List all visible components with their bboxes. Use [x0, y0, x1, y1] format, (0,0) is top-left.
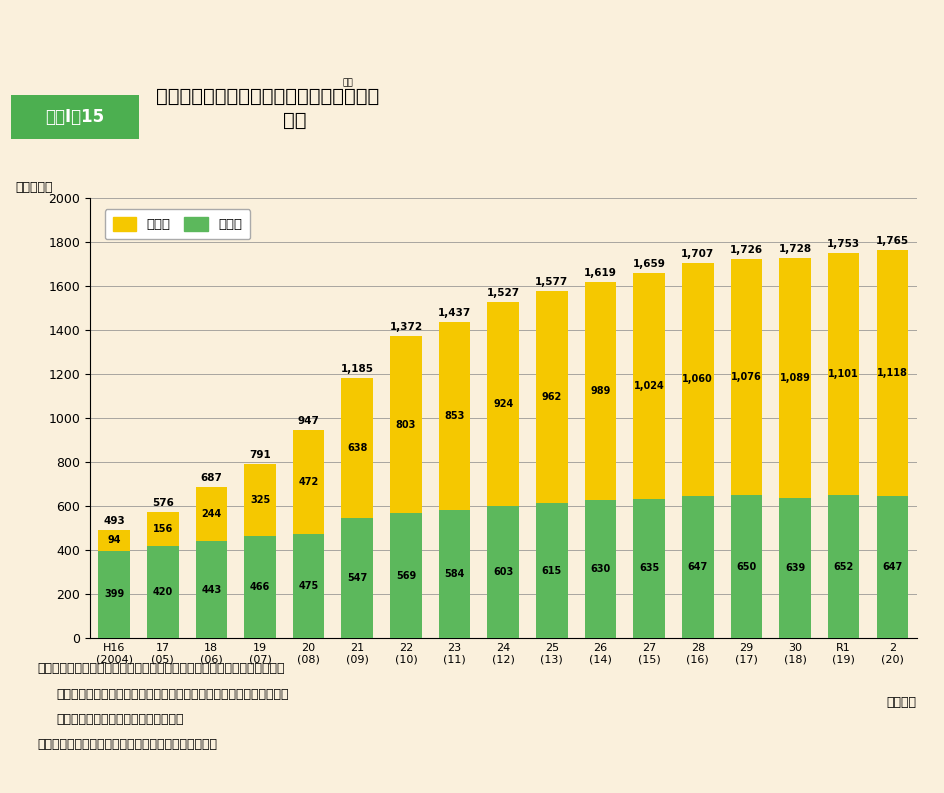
Text: （箇所数）: （箇所数）	[15, 181, 53, 193]
Bar	[682, 496, 713, 638]
Text: 1,728: 1,728	[778, 244, 811, 254]
Text: 1,060: 1,060	[682, 374, 713, 385]
Text: 638: 638	[346, 442, 367, 453]
Text: 472: 472	[298, 477, 318, 487]
Text: 443: 443	[201, 584, 221, 595]
Text: 947: 947	[297, 416, 319, 426]
Text: 630: 630	[590, 564, 610, 574]
Bar	[584, 282, 615, 500]
Bar	[487, 506, 518, 638]
Text: 687: 687	[200, 473, 222, 483]
Text: 1,527: 1,527	[486, 289, 519, 298]
Bar	[487, 302, 518, 506]
Bar	[779, 498, 810, 638]
Text: 420: 420	[152, 587, 173, 597]
Text: （年度）: （年度）	[885, 695, 916, 709]
Text: 箇所数。国有林の数値については、「法人の森林」の契約数及び「社: 箇所数。国有林の数値については、「法人の森林」の契約数及び「社	[57, 688, 289, 700]
Bar	[632, 274, 665, 499]
Text: 475: 475	[298, 581, 318, 591]
Text: 1,101: 1,101	[828, 369, 858, 379]
Text: 1,765: 1,765	[875, 236, 908, 246]
Text: 資料：林野庁森林利用課・経営企画課・業務課調べ。: 資料：林野庁森林利用課・経営企画課・業務課調べ。	[38, 738, 217, 751]
Text: 647: 647	[882, 562, 902, 573]
Bar	[146, 511, 178, 546]
Text: 1,619: 1,619	[583, 268, 616, 278]
Bar	[730, 259, 762, 496]
Text: 1,659: 1,659	[632, 259, 665, 270]
Bar	[293, 534, 324, 638]
Bar	[195, 487, 227, 541]
Bar	[876, 496, 907, 638]
Text: 会貢献の森」制度による協定箇所数。: 会貢献の森」制度による協定箇所数。	[57, 713, 184, 726]
Bar	[98, 550, 129, 638]
Bar	[827, 253, 859, 495]
Text: 244: 244	[201, 509, 221, 519]
Text: 603: 603	[493, 567, 513, 577]
Text: 1,089: 1,089	[779, 373, 810, 383]
Text: 1,707: 1,707	[681, 249, 714, 259]
Text: 647: 647	[687, 562, 707, 573]
Text: 1,118: 1,118	[876, 368, 907, 378]
Bar	[438, 510, 470, 638]
Text: 853: 853	[444, 411, 464, 421]
Text: 156: 156	[152, 523, 173, 534]
Text: 1,185: 1,185	[341, 364, 374, 374]
Text: 1,076: 1,076	[731, 372, 761, 382]
Text: 注：民有林の数値については、企業等が森林づくり活動を行う森林の設定: 注：民有林の数値については、企業等が森林づくり活動を行う森林の設定	[38, 662, 285, 675]
Text: 791: 791	[249, 450, 271, 461]
Text: 399: 399	[104, 589, 124, 600]
Bar	[293, 430, 324, 534]
Text: 1,024: 1,024	[633, 381, 664, 391]
Legend: 民有林, 国有林: 民有林, 国有林	[105, 209, 250, 239]
Bar	[827, 495, 859, 638]
Text: 資料Ⅰ－15: 資料Ⅰ－15	[45, 108, 105, 126]
Text: 325: 325	[249, 495, 270, 505]
Text: 1,726: 1,726	[729, 244, 762, 255]
Bar	[438, 322, 470, 510]
Text: 635: 635	[638, 564, 659, 573]
Bar	[390, 336, 421, 513]
Bar	[730, 496, 762, 638]
Bar	[682, 262, 713, 496]
Text: 94: 94	[108, 535, 121, 546]
Text: 推移: 推移	[283, 111, 307, 130]
Text: 584: 584	[444, 569, 464, 579]
Text: 企業による森林づくり活動の実施箇所数の: 企業による森林づくり活動の実施箇所数の	[156, 87, 379, 106]
Text: 803: 803	[396, 419, 415, 430]
Text: 652: 652	[833, 561, 853, 572]
Bar	[779, 258, 810, 498]
Bar	[244, 464, 276, 536]
Text: 924: 924	[493, 399, 513, 409]
Text: 962: 962	[541, 393, 562, 402]
Text: 1,577: 1,577	[534, 278, 568, 287]
Text: 650: 650	[735, 562, 756, 572]
Bar	[876, 250, 907, 496]
Text: 569: 569	[396, 571, 415, 580]
Text: 615: 615	[541, 565, 562, 576]
Bar	[146, 546, 178, 638]
Bar	[584, 500, 615, 638]
Bar	[535, 291, 567, 503]
Text: 576: 576	[152, 498, 174, 508]
Bar	[341, 518, 373, 638]
Bar	[535, 503, 567, 638]
Bar	[195, 541, 227, 638]
Text: 989: 989	[590, 386, 610, 396]
Bar	[341, 377, 373, 518]
Bar	[390, 513, 421, 638]
Text: 639: 639	[784, 563, 804, 573]
Bar	[632, 499, 665, 638]
Text: 1,437: 1,437	[437, 308, 471, 318]
Text: 1,372: 1,372	[389, 323, 422, 332]
Text: もり: もり	[342, 78, 352, 87]
Text: 466: 466	[249, 582, 270, 592]
Text: 1,753: 1,753	[826, 239, 859, 249]
Text: 547: 547	[346, 573, 367, 583]
Bar	[244, 536, 276, 638]
Bar	[98, 530, 129, 550]
Text: 493: 493	[103, 516, 125, 526]
